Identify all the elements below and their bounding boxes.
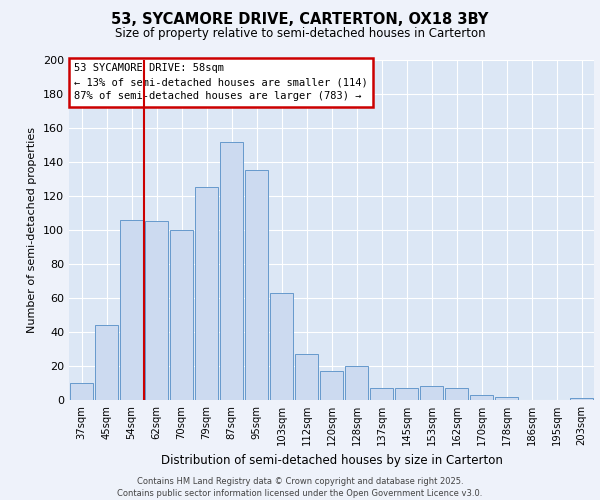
Bar [95, 325, 118, 400]
Bar [395, 388, 418, 400]
Bar [220, 142, 244, 400]
Bar [445, 388, 469, 400]
Bar [470, 395, 493, 400]
Y-axis label: Number of semi-detached properties: Number of semi-detached properties [28, 127, 37, 333]
Bar [194, 188, 218, 400]
Bar [344, 366, 368, 400]
Bar [320, 371, 343, 400]
Bar [245, 170, 268, 400]
X-axis label: Distribution of semi-detached houses by size in Carterton: Distribution of semi-detached houses by … [161, 454, 502, 466]
Bar [119, 220, 143, 400]
Text: 53 SYCAMORE DRIVE: 58sqm
← 13% of semi-detached houses are smaller (114)
87% of : 53 SYCAMORE DRIVE: 58sqm ← 13% of semi-d… [74, 64, 368, 102]
Bar [569, 398, 593, 400]
Bar [70, 383, 94, 400]
Bar [269, 293, 293, 400]
Bar [494, 396, 518, 400]
Text: Contains HM Land Registry data © Crown copyright and database right 2025.
Contai: Contains HM Land Registry data © Crown c… [118, 476, 482, 498]
Bar [370, 388, 394, 400]
Bar [170, 230, 193, 400]
Text: 53, SYCAMORE DRIVE, CARTERTON, OX18 3BY: 53, SYCAMORE DRIVE, CARTERTON, OX18 3BY [112, 12, 488, 28]
Bar [145, 222, 169, 400]
Text: Size of property relative to semi-detached houses in Carterton: Size of property relative to semi-detach… [115, 28, 485, 40]
Bar [419, 386, 443, 400]
Bar [295, 354, 319, 400]
